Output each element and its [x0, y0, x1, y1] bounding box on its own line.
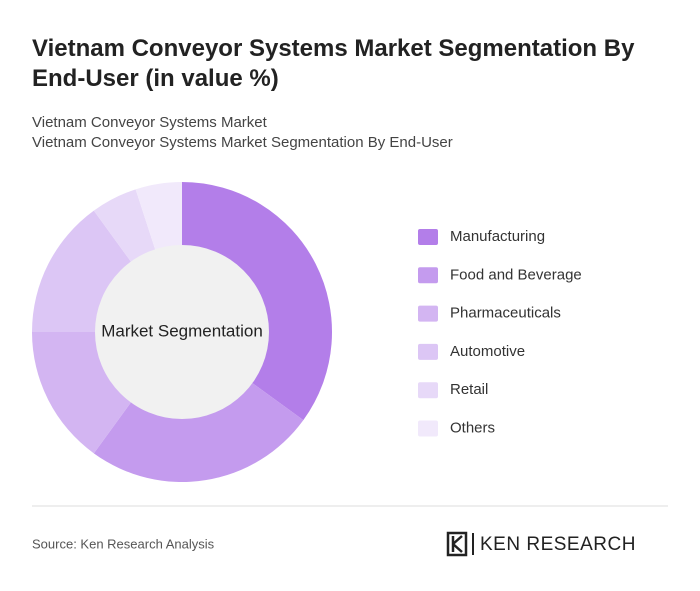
subtitle: Vietnam Conveyor Systems Market — [32, 114, 268, 131]
legend-label: Retail — [450, 381, 488, 398]
legend-swatch — [418, 382, 438, 399]
legend-label: Automotive — [450, 343, 525, 360]
legend-swatch — [418, 420, 438, 437]
legend-label: Pharmaceuticals — [450, 305, 561, 322]
logo: KEN RESEARCH — [446, 531, 636, 557]
donut-hole — [95, 245, 269, 419]
legend-swatch — [418, 305, 438, 322]
subtitle: Vietnam Conveyor Systems Market Segmenta… — [32, 134, 453, 151]
legend-label: Others — [450, 419, 495, 436]
legend-swatch — [418, 343, 438, 360]
center-label: Market Segmentation — [101, 321, 263, 340]
legend-swatch — [418, 229, 438, 245]
brand: KEN RESEARCH — [480, 534, 636, 555]
source: Source: Ken Research Analysis — [32, 536, 215, 551]
logo-icon — [446, 531, 468, 557]
donut: Market Segmentation — [32, 182, 332, 482]
legend-label: Food and Beverage — [450, 266, 582, 283]
legend-label: Manufacturing — [450, 228, 545, 245]
logo-icon — [451, 535, 463, 553]
legend-swatch — [418, 267, 438, 284]
legend: Manufacturing Food and Beverage Pharmaceut… — [418, 228, 582, 437]
chart-title: Vietnam Conveyor Systems Market Segmenta… — [32, 35, 635, 92]
